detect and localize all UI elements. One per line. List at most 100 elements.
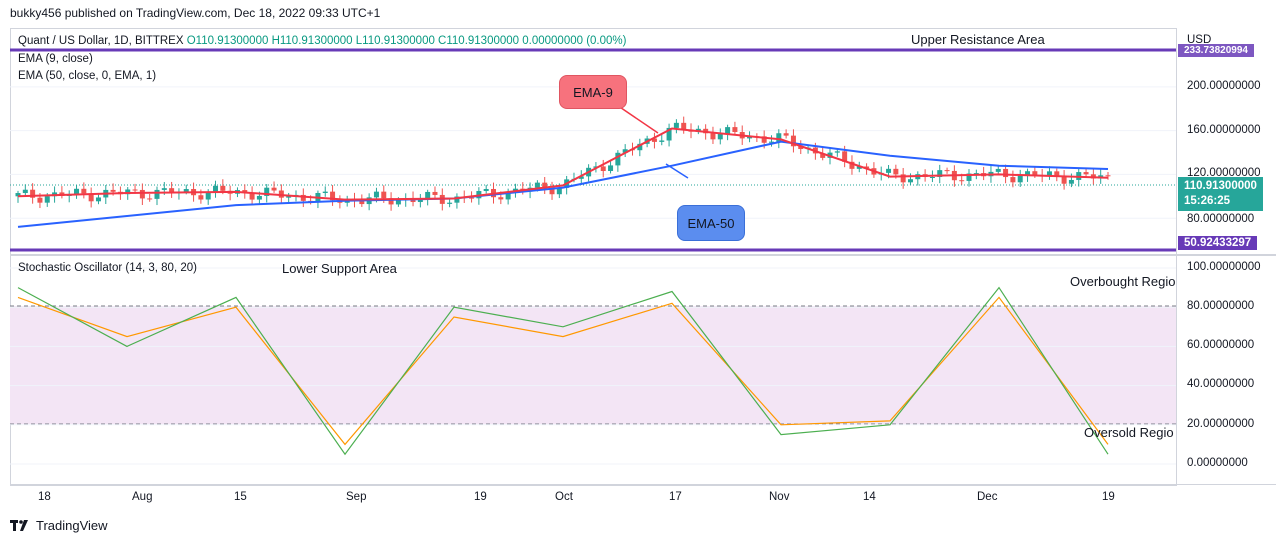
candle-body bbox=[242, 190, 248, 193]
candle-body bbox=[842, 151, 848, 162]
time-axis[interactable]: 18 Aug 15 Sep 19 Oct 17 Nov 14 Dec 19 bbox=[10, 484, 1276, 511]
candle-body bbox=[139, 189, 145, 199]
candle-body bbox=[1025, 171, 1031, 176]
price-pane[interactable] bbox=[10, 28, 1176, 254]
last-price-value: 110.91300000 bbox=[1184, 180, 1257, 192]
ema50-callout-label: EMA-50 bbox=[687, 215, 735, 231]
candle-body bbox=[1032, 171, 1038, 176]
candle-body bbox=[264, 187, 270, 196]
ema50-line bbox=[17, 140, 1109, 228]
candle-body bbox=[322, 191, 328, 193]
candle-body bbox=[249, 192, 255, 200]
ema9-legend[interactable]: EMA (9, close) bbox=[18, 53, 93, 65]
ema9-callout-label: EMA-9 bbox=[573, 84, 613, 100]
candle-body bbox=[820, 153, 826, 158]
candle-body bbox=[856, 166, 862, 169]
time-tick: Sep bbox=[346, 491, 367, 503]
candle-body bbox=[1010, 177, 1016, 183]
time-tick: 18 bbox=[38, 491, 51, 503]
candle-body bbox=[15, 193, 21, 197]
candle-body bbox=[44, 196, 50, 203]
candle-body bbox=[1046, 171, 1052, 176]
currency-label[interactable]: USD bbox=[1187, 34, 1212, 46]
candle-body bbox=[388, 198, 394, 205]
candle-body bbox=[278, 190, 284, 198]
brand-name: TradingView bbox=[36, 518, 108, 533]
ema9-line bbox=[17, 127, 1109, 201]
candle-body bbox=[973, 173, 979, 175]
osc-tick: 40.00000000 bbox=[1187, 378, 1255, 390]
upper-resistance-label: Upper Resistance Area bbox=[911, 32, 1045, 47]
candle-body bbox=[169, 188, 175, 194]
candle-body bbox=[834, 151, 840, 153]
candle-body bbox=[417, 199, 423, 203]
candle-body bbox=[929, 177, 935, 179]
candle-body bbox=[681, 122, 687, 130]
candle-body bbox=[1061, 175, 1067, 184]
candle-body bbox=[615, 152, 621, 166]
support-price-badge: 50.92433297 bbox=[1178, 236, 1258, 250]
price-tick: 120.00000000 bbox=[1187, 167, 1261, 179]
candle-body bbox=[110, 189, 116, 192]
candle-body bbox=[213, 185, 219, 192]
candle-body bbox=[271, 187, 277, 191]
candle-body bbox=[542, 182, 548, 189]
candle-body bbox=[944, 170, 950, 172]
lower-support-label: Lower Support Area bbox=[282, 261, 397, 276]
candle-body bbox=[198, 195, 204, 200]
candle-body bbox=[659, 140, 665, 142]
candle-body bbox=[549, 188, 555, 195]
candle-body bbox=[768, 141, 774, 143]
candle-body bbox=[798, 146, 804, 150]
candle-body bbox=[717, 134, 723, 140]
tradingview-logo-icon bbox=[10, 519, 28, 531]
candle-body bbox=[966, 173, 972, 181]
candle-body bbox=[710, 133, 716, 140]
time-tick: Aug bbox=[132, 491, 153, 503]
pane-divider[interactable] bbox=[10, 254, 1276, 256]
osc-tick: 20.00000000 bbox=[1187, 418, 1255, 430]
ema50-legend[interactable]: EMA (50, close, 0, EMA, 1) bbox=[18, 70, 157, 82]
candle-body bbox=[447, 202, 453, 204]
price-axis[interactable]: USD 200.00000000 160.00000000 120.000000… bbox=[1176, 28, 1271, 484]
oversold-label: Oversold Regio bbox=[1084, 425, 1174, 440]
tradingview-brand[interactable]: TradingView bbox=[10, 518, 108, 533]
chart-frame bbox=[10, 28, 1177, 486]
candle-body bbox=[300, 194, 306, 201]
candle-body bbox=[790, 135, 796, 147]
candle-body bbox=[666, 127, 672, 141]
candle-body bbox=[483, 188, 489, 192]
candle-body bbox=[154, 189, 160, 199]
osc-tick: 80.00000000 bbox=[1187, 300, 1255, 312]
candle-body bbox=[747, 136, 753, 139]
ohlc-values: O110.91300000 H110.91300000 L110.9130000… bbox=[186, 35, 627, 47]
publish-line: bukky456 published on TradingView.com, D… bbox=[10, 6, 381, 20]
candle-body bbox=[395, 200, 401, 205]
candle-body bbox=[732, 127, 738, 133]
stoch-legend[interactable]: Stochastic Oscillator (14, 3, 80, 20) bbox=[18, 262, 197, 274]
candle-body bbox=[512, 188, 518, 192]
candle-body bbox=[907, 179, 913, 183]
candle-body bbox=[886, 168, 892, 173]
candle-body bbox=[37, 197, 43, 203]
overbought-label: Overbought Regio bbox=[1070, 274, 1176, 289]
osc-tick: 60.00000000 bbox=[1187, 339, 1255, 351]
ema9-callout: EMA-9 bbox=[559, 75, 627, 109]
ema50-callout-pointer bbox=[665, 163, 689, 179]
candle-body bbox=[1054, 171, 1060, 176]
price-tick: 160.00000000 bbox=[1187, 124, 1261, 136]
oscillator-pane[interactable] bbox=[10, 256, 1176, 484]
candle-body bbox=[1003, 168, 1009, 178]
symbol-name: Quant / US Dollar, 1D, BITTREX bbox=[18, 35, 184, 47]
candle-body bbox=[74, 188, 80, 195]
candle-body bbox=[864, 166, 870, 169]
candle-body bbox=[959, 180, 965, 182]
candle-body bbox=[469, 197, 475, 199]
candle-body bbox=[22, 189, 28, 194]
candle-body bbox=[995, 168, 1001, 172]
candle-body bbox=[30, 189, 36, 198]
time-tick: 19 bbox=[1102, 491, 1115, 503]
candle-body bbox=[578, 176, 584, 179]
time-tick: 17 bbox=[669, 491, 682, 503]
candle-body bbox=[776, 133, 782, 142]
